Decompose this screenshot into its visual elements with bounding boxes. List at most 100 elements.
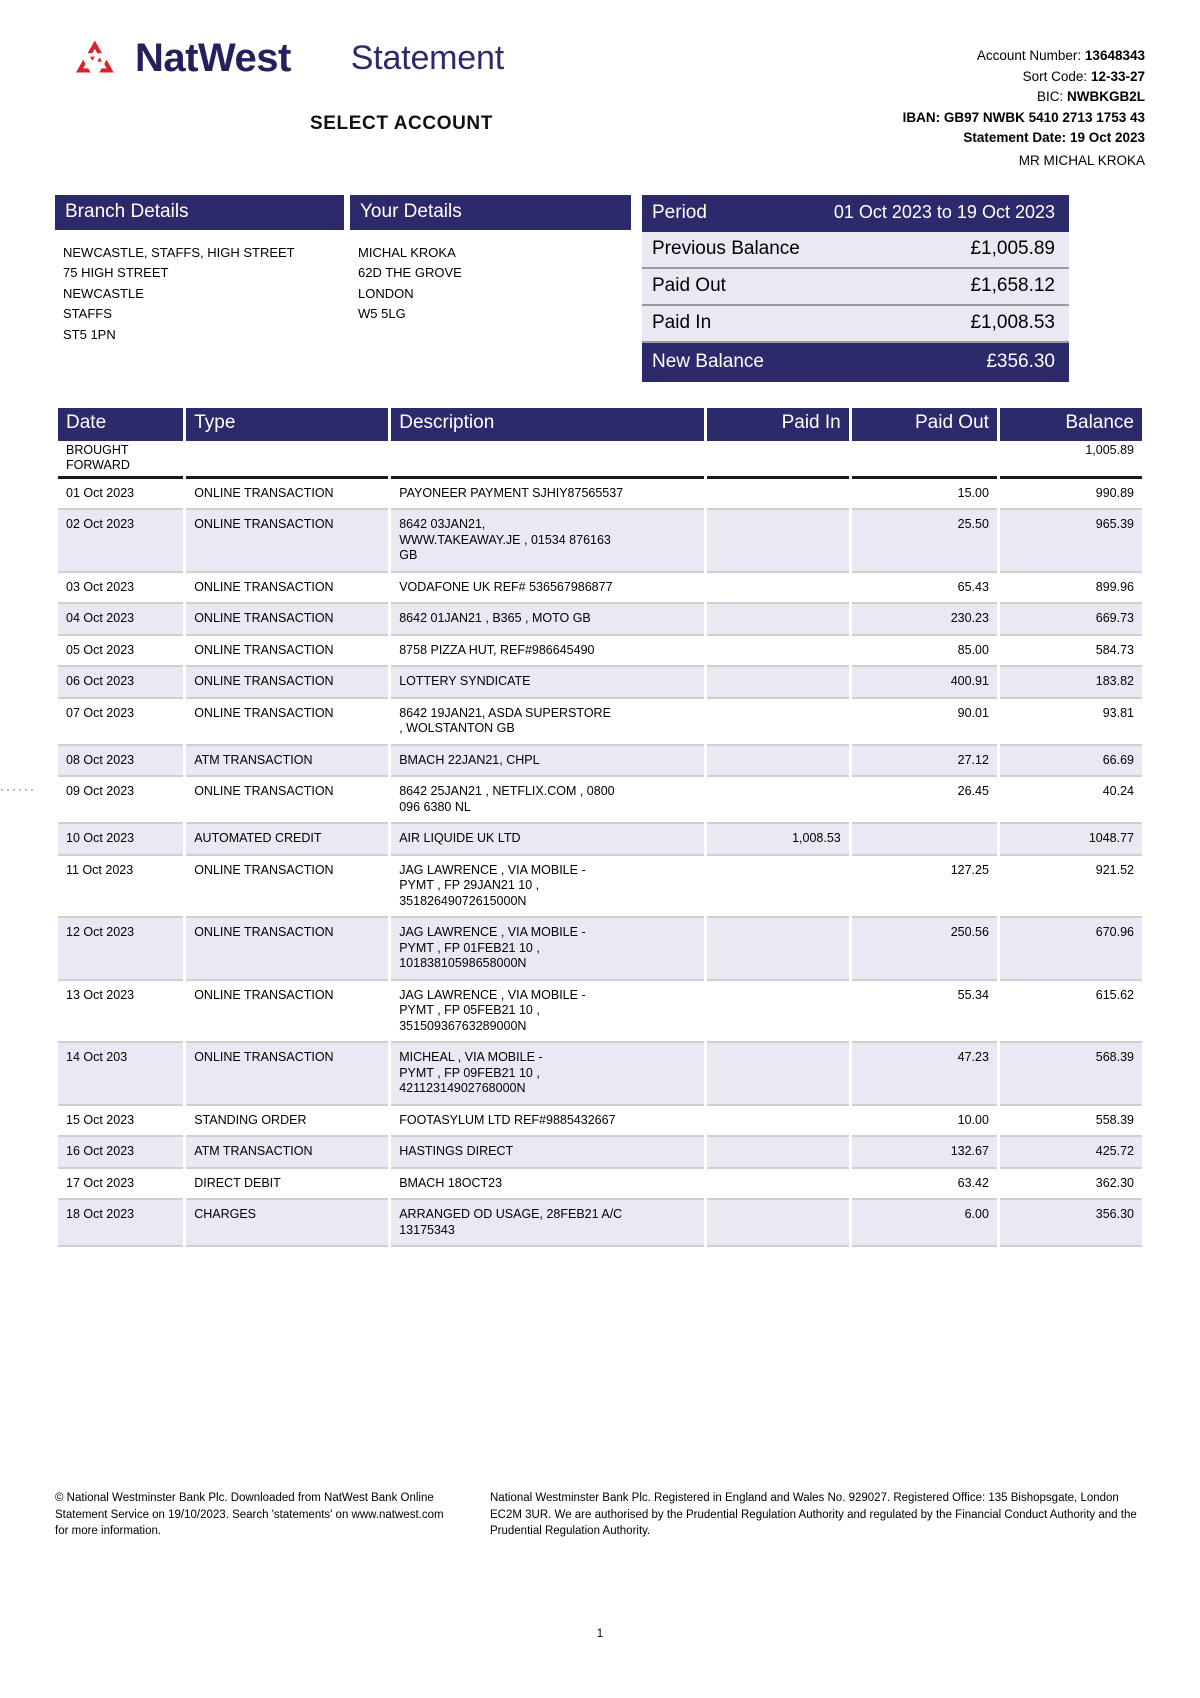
transaction-balance: 40.24 [999,777,1142,825]
transaction-paid-in [706,1137,849,1169]
transaction-balance: 921.52 [999,856,1142,919]
summary-new-balance-row: New Balance £356.30 [642,343,1069,382]
transaction-description: MICHEAL , VIA MOBILE - PYMT , FP 09FEB21… [391,1043,704,1106]
transaction-paid-out [851,824,997,856]
transaction-type: ONLINE TRANSACTION [186,636,389,668]
table-row: 08 Oct 2023 ATM TRANSACTION BMACH 22JAN21,… [58,745,1142,778]
brought-forward-type [186,441,389,479]
transaction-balance: 1048.77 [999,824,1142,856]
iban-row: IBAN: GB97 NWBK 5410 2713 1753 43 [903,108,1145,129]
transaction-paid-in [706,1200,849,1248]
sort-code-label: Sort Code: [1022,68,1088,84]
table-header-row: Date Type Description Paid In Paid Out B… [58,408,1142,441]
transaction-paid-out: 55.34 [851,981,997,1044]
table-row: 11 Oct 2023 ONLINE TRANSACTION JAG LAWRENC… [58,856,1142,919]
transaction-description: ARRANGED OD USAGE, 28FEB21 A/C 13175343 [391,1200,704,1248]
transaction-balance: 425.72 [999,1137,1142,1169]
transaction-date: 13 Oct 2023 [58,981,184,1044]
transactions-table: Date Type Description Paid In Paid Out B… [55,408,1145,1248]
paid-in-label: Paid In [652,312,712,333]
page-number: 1 [596,1628,604,1640]
table-row: 13 Oct 2023 ONLINE TRANSACTION JAG LAWRENC… [58,981,1142,1044]
paid-out-value: £1,658.12 [970,275,1055,296]
transaction-date: 02 Oct 2023 [58,510,184,573]
branch-details-panel: Branch Details NEWCASTLE, STAFFS, HIGH S… [55,195,344,382]
transaction-date: 14 Oct 203 [58,1043,184,1106]
table-row: 14 Oct 203 ONLINE TRANSACTION MICHEAL , VI… [58,1043,1142,1106]
footer-left-text: © National Westminster Bank Plc. Downloa… [55,1492,444,1537]
iban-label: IBAN: [902,109,941,125]
natwest-three-arrows-icon [73,39,117,79]
transaction-paid-in [706,1169,849,1201]
period-label: Period [652,202,707,223]
transaction-description: HASTINGS DIRECT [391,1137,704,1169]
table-row: 06 Oct 2023 ONLINE TRANSACTION LOTTERY SYN… [58,667,1142,699]
transaction-type: ONLINE TRANSACTION [186,510,389,573]
transaction-date: 18 Oct 2023 [58,1200,184,1248]
summary-previous-balance-row: Previous Balance £1,005.89 [642,232,1069,269]
transaction-date: 15 Oct 2023 [58,1106,184,1138]
summary-paid-in-row: Paid In £1,008.53 [642,306,1069,343]
your-details-title: Your Details [350,195,631,230]
transaction-paid-out: 250.56 [851,918,997,981]
transaction-type: ATM TRANSACTION [186,745,389,778]
transaction-paid-out: 400.91 [851,667,997,699]
transaction-paid-in [706,918,849,981]
transaction-type: ONLINE TRANSACTION [186,604,389,636]
transaction-type: ONLINE TRANSACTION [186,981,389,1044]
transaction-balance: 66.69 [999,745,1142,778]
transaction-date: 12 Oct 2023 [58,918,184,981]
brought-forward-paid-in [706,441,849,479]
table-row: 18 Oct 2023 CHARGES ARRANGED OD USAGE, 28F… [58,1200,1142,1248]
statement-date-label: Statement Date: [963,130,1067,145]
table-row: 04 Oct 2023 ONLINE TRANSACTION 8642 01JAN2… [58,604,1142,636]
transaction-description: 8642 03JAN21, WWW.TAKEAWAY.JE , 01534 87… [391,510,704,573]
details-panels: Branch Details NEWCASTLE, STAFFS, HIGH S… [55,195,1145,382]
col-header-paid-in: Paid In [706,408,849,441]
transaction-type: ONLINE TRANSACTION [186,918,389,981]
transaction-type: ONLINE TRANSACTION [186,1043,389,1106]
transaction-paid-in [706,981,849,1044]
footer-right-text: National Westminster Bank Plc. Registere… [490,1492,1137,1537]
bic-label: BIC: [1036,89,1064,104]
transaction-paid-out: 85.00 [851,636,997,668]
transaction-type: STANDING ORDER [186,1106,389,1138]
branch-details-address: NEWCASTLE, STAFFS, HIGH STREET 75 HIGH S… [63,244,295,342]
col-header-paid-out: Paid Out [851,408,997,441]
brought-forward-paid-out [851,441,997,479]
transaction-paid-out: 127.25 [851,856,997,919]
transaction-balance: 183.82 [999,667,1142,699]
transaction-date: 03 Oct 2023 [58,573,184,605]
transaction-paid-out: 132.67 [851,1137,997,1169]
transaction-date: 05 Oct 2023 [58,636,184,668]
col-header-description: Description [391,408,704,441]
transaction-type: ONLINE TRANSACTION [186,573,389,605]
transaction-paid-out: 15.00 [851,479,997,511]
transaction-type: ONLINE TRANSACTION [186,777,389,825]
table-row: 01 Oct 2023 ONLINE TRANSACTION PAYONEER PA… [58,479,1142,511]
document-title: Statement [350,39,504,77]
transaction-description: 8758 PIZZA HUT, REF#986645490 [391,636,704,668]
transaction-balance: 670.96 [999,918,1142,981]
transaction-paid-in [706,856,849,919]
transaction-date: 11 Oct 2023 [58,856,184,919]
brought-forward-balance: 1,005.89 [999,441,1142,479]
transaction-paid-out: 47.23 [851,1043,997,1106]
sort-code-value: 12-33-27 [1090,68,1145,84]
new-balance-value: £356.30 [986,351,1055,372]
transaction-paid-in [706,667,849,699]
transactions-table-wrap: Date Type Description Paid In Paid Out B… [55,408,1145,1248]
your-details-address: MICHAL KROKA 62D THE GROVE LONDON W5 5LG [358,244,462,322]
table-row: 02 Oct 2023 ONLINE TRANSACTION 8642 03JAN2… [58,510,1142,573]
transaction-paid-in [706,777,849,825]
paid-in-value: £1,008.53 [970,312,1055,333]
table-row: 16 Oct 2023 ATM TRANSACTION HASTINGS DIREC… [58,1137,1142,1169]
transaction-date: 01 Oct 2023 [58,479,184,511]
edge-marker: ······ [0,782,36,796]
table-row: 03 Oct 2023 ONLINE TRANSACTION VODAFONE UK… [58,573,1142,605]
transaction-balance: 615.62 [999,981,1142,1044]
transaction-description: PAYONEER PAYMENT SJHIY87565537 [391,479,704,511]
transaction-paid-out: 10.00 [851,1106,997,1138]
previous-balance-value: £1,005.89 [970,238,1055,259]
transaction-balance: 669.73 [999,604,1142,636]
